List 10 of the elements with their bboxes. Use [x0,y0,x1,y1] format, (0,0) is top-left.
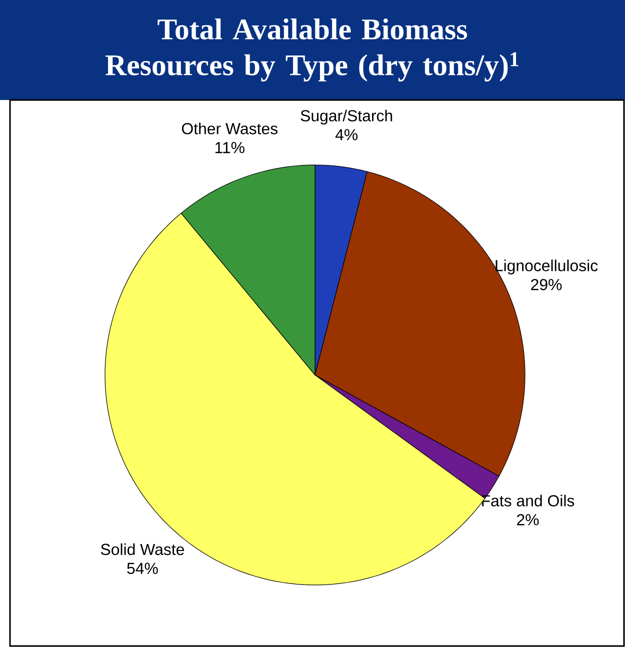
slice-label: Lignocellulosic [496,260,598,274]
slice-label: Solid Waste [100,543,184,556]
chart-title: Total Available Biomass Resources by Type (dry tons/y)$^{1}$ [106,18,518,82]
data-label: 4% [335,129,358,140]
data-label: 29% [531,278,562,290]
data-label: 11% [215,142,244,154]
data-label: 2% [517,514,539,526]
slice-label: Other Wastes [182,122,278,134]
slice-label: Sugar/Starch [300,110,392,125]
data-label: 54% [127,562,158,574]
